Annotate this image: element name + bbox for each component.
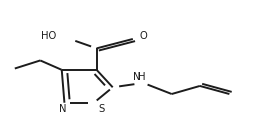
Text: N: N <box>133 72 141 82</box>
Text: N: N <box>59 104 67 114</box>
Text: O: O <box>140 31 147 41</box>
Text: H: H <box>138 72 145 82</box>
Text: S: S <box>99 104 105 114</box>
Text: HO: HO <box>41 31 56 41</box>
